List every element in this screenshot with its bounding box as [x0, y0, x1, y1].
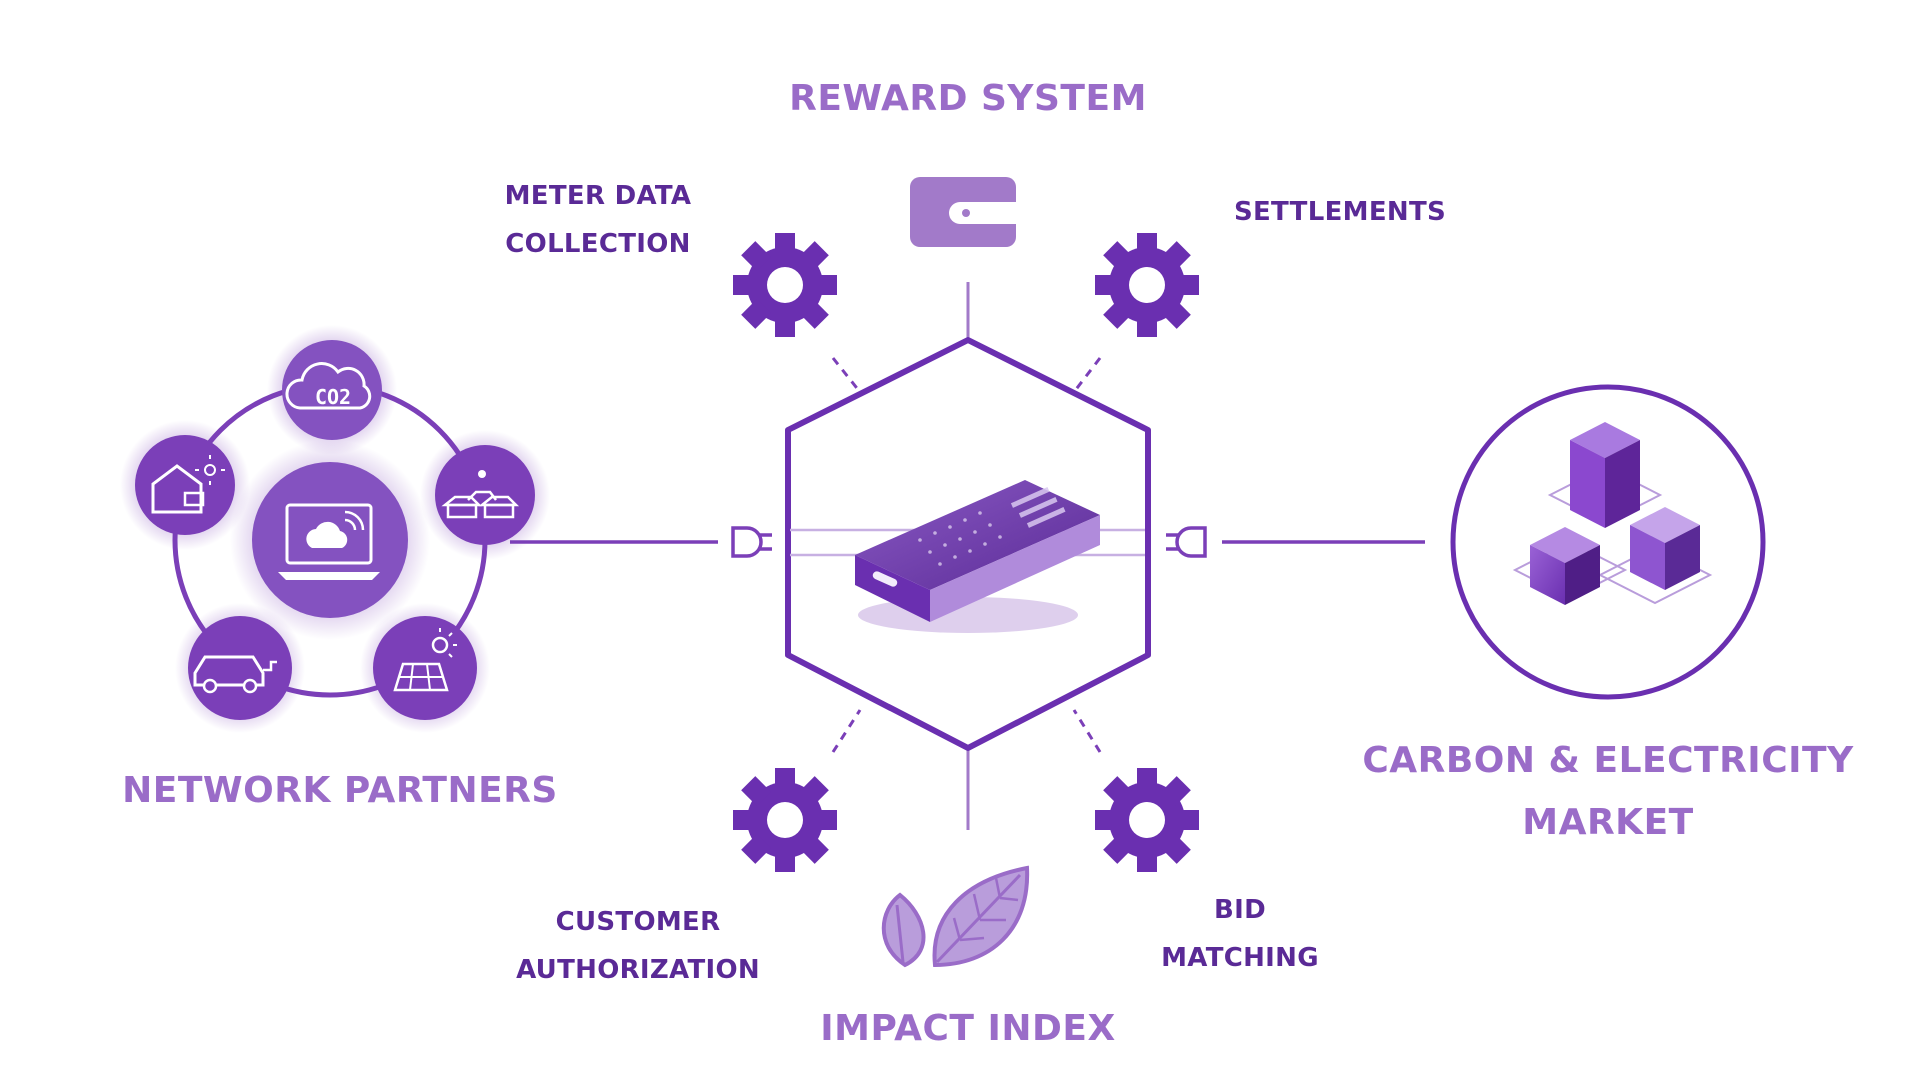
- meter-data-line-1: METER DATA: [504, 181, 692, 211]
- bid-matching-line-2: MATCHING: [1161, 943, 1319, 973]
- electric-vehicle-icon: [188, 616, 292, 720]
- reward-system-label: REWARD SYSTEM: [789, 78, 1147, 119]
- customer-auth-label: CUSTOMER AUTHORIZATION: [488, 898, 788, 994]
- laptop-cloud-icon: [252, 462, 408, 618]
- meter-data-line-2: COLLECTION: [505, 229, 691, 259]
- gear-icon: [1095, 768, 1199, 872]
- carbon-market-line-2: MARKET: [1522, 802, 1694, 843]
- network-partners-cluster: CO2: [120, 325, 550, 733]
- leaf-icon: [881, 865, 1030, 968]
- meter-data-label: METER DATA COLLECTION: [458, 172, 738, 268]
- gear-icon: [733, 768, 837, 872]
- bid-matching-label: BID MATCHING: [1130, 886, 1350, 982]
- customer-auth-line-2: AUTHORIZATION: [516, 955, 760, 985]
- customer-auth-line-1: CUSTOMER: [555, 907, 721, 937]
- plug-icon: [731, 526, 772, 558]
- device-icon: [855, 480, 1100, 633]
- gear-icon: [733, 233, 837, 337]
- impact-index-label: IMPACT INDEX: [820, 1008, 1116, 1049]
- network-partners-label: NETWORK PARTNERS: [122, 770, 558, 811]
- bid-matching-line-1: BID: [1214, 895, 1266, 925]
- carbon-market-label: CARBON & ELECTRICITY MARKET: [1350, 730, 1866, 854]
- settlements-label: SETTLEMENTS: [1233, 197, 1447, 227]
- smart-home-icon: [135, 435, 235, 535]
- co2-cloud-icon: CO2: [282, 340, 382, 440]
- cubes-icon: [1512, 422, 1713, 605]
- carbon-market-line-1: CARBON & ELECTRICITY: [1362, 740, 1854, 781]
- solar-village-icon: [435, 445, 535, 545]
- solar-panel-icon: [373, 616, 477, 720]
- wallet-icon: [910, 177, 1016, 247]
- plug-icon: [1166, 526, 1207, 558]
- gear-icon: [1095, 233, 1199, 337]
- co2-text: CO2: [315, 385, 351, 409]
- market-circle: [1450, 384, 1766, 700]
